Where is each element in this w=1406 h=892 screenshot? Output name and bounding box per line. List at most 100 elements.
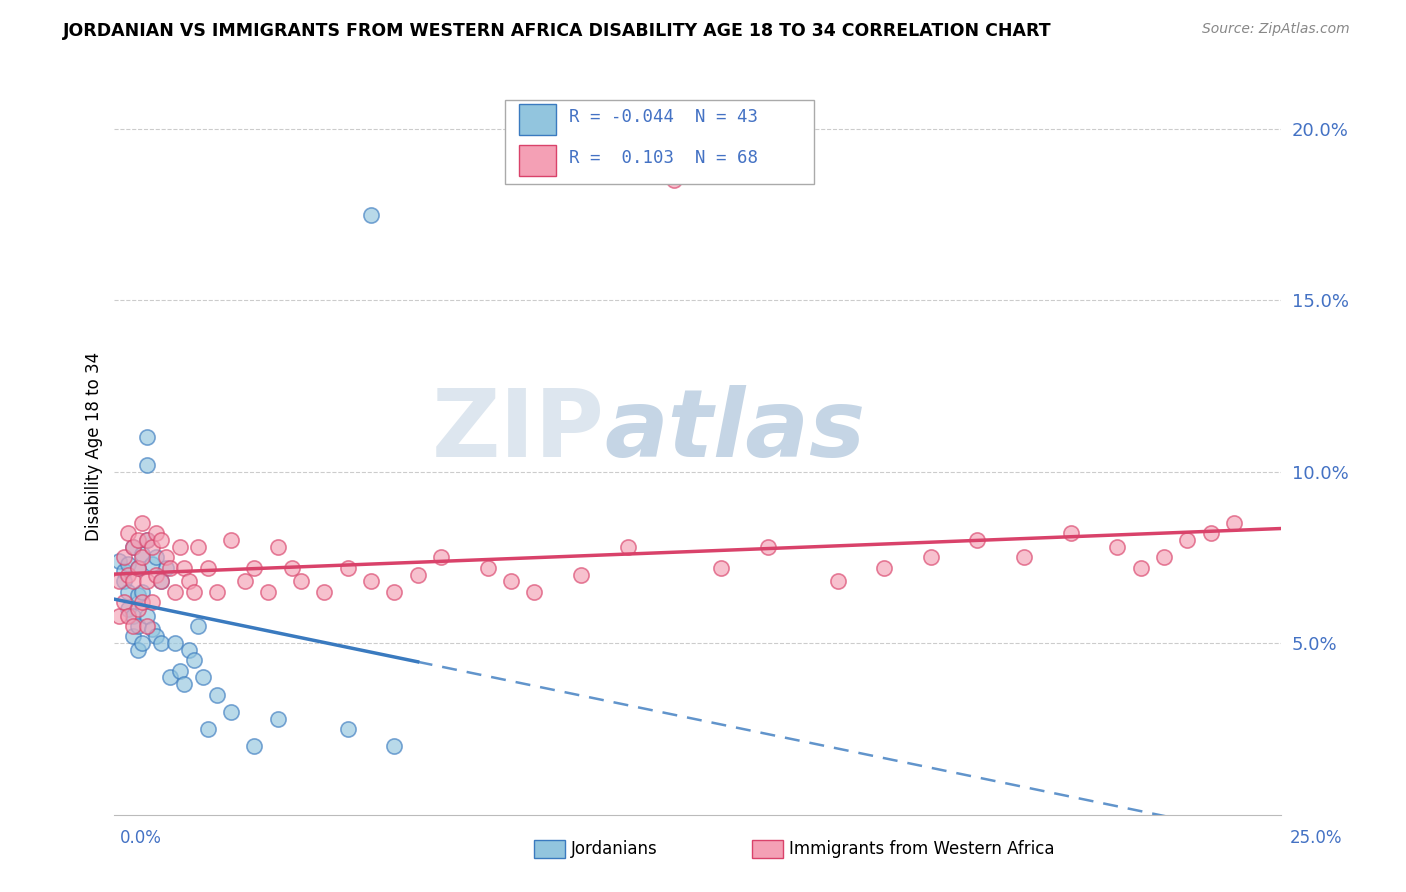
Point — [664, 173, 686, 187]
Point — [267, 540, 290, 554]
Point — [159, 670, 181, 684]
Point — [127, 602, 149, 616]
Point — [406, 567, 429, 582]
Point — [267, 712, 290, 726]
Point — [127, 619, 149, 633]
Point — [1177, 533, 1199, 548]
Text: 25.0%: 25.0% — [1291, 829, 1343, 847]
Point — [141, 540, 163, 554]
Point — [173, 677, 195, 691]
Point — [280, 560, 302, 574]
Point — [122, 629, 145, 643]
Point — [183, 653, 205, 667]
Point — [131, 595, 153, 609]
Point — [145, 550, 167, 565]
Point — [117, 608, 139, 623]
Point — [197, 722, 219, 736]
Text: R = -0.044  N = 43: R = -0.044 N = 43 — [569, 108, 758, 127]
Point — [122, 574, 145, 589]
Point — [169, 664, 191, 678]
Text: Immigrants from Western Africa: Immigrants from Western Africa — [789, 840, 1054, 858]
Point — [873, 560, 896, 574]
Point — [145, 567, 167, 582]
Point — [112, 564, 135, 578]
Point — [136, 533, 159, 548]
Text: R =  0.103  N = 68: R = 0.103 N = 68 — [569, 149, 758, 167]
Point — [382, 739, 405, 753]
Point — [131, 636, 153, 650]
Point — [257, 584, 280, 599]
Point — [197, 560, 219, 574]
Point — [155, 550, 177, 565]
Point — [136, 430, 159, 444]
Point — [150, 574, 173, 589]
Point — [499, 574, 522, 589]
Text: Jordanians: Jordanians — [571, 840, 658, 858]
Point — [141, 558, 163, 572]
Point — [756, 540, 779, 554]
Point — [112, 595, 135, 609]
Point — [122, 540, 145, 554]
Point — [127, 533, 149, 548]
Point — [108, 554, 131, 568]
Point — [191, 670, 214, 684]
Point — [145, 526, 167, 541]
Point — [150, 636, 173, 650]
Point — [382, 584, 405, 599]
Point — [360, 208, 382, 222]
Point — [569, 567, 592, 582]
Point — [477, 560, 499, 574]
Point — [205, 584, 228, 599]
Point — [169, 540, 191, 554]
Point — [150, 533, 173, 548]
Point — [141, 623, 163, 637]
Point — [122, 619, 145, 633]
Point — [243, 560, 266, 574]
Point — [205, 688, 228, 702]
Point — [1223, 516, 1246, 530]
Point — [127, 588, 149, 602]
Point — [523, 584, 546, 599]
Point — [150, 574, 173, 589]
Point — [117, 526, 139, 541]
Point — [131, 547, 153, 561]
Point — [1199, 526, 1222, 541]
Text: JORDANIAN VS IMMIGRANTS FROM WESTERN AFRICA DISABILITY AGE 18 TO 34 CORRELATION : JORDANIAN VS IMMIGRANTS FROM WESTERN AFR… — [63, 22, 1052, 40]
Bar — [519, 145, 557, 176]
Point — [122, 608, 145, 623]
Point — [336, 560, 359, 574]
Point — [177, 643, 200, 657]
Text: Source: ZipAtlas.com: Source: ZipAtlas.com — [1202, 22, 1350, 37]
Point — [219, 533, 242, 548]
Point — [127, 560, 149, 574]
Text: 0.0%: 0.0% — [120, 829, 162, 847]
Point — [131, 584, 153, 599]
Point — [131, 550, 153, 565]
Point — [127, 643, 149, 657]
Point — [117, 602, 139, 616]
Point — [1107, 540, 1129, 554]
Point — [112, 574, 135, 589]
Point — [616, 540, 638, 554]
Point — [1153, 550, 1175, 565]
Point — [187, 540, 209, 554]
Point — [108, 574, 131, 589]
Point — [827, 574, 849, 589]
Point — [145, 629, 167, 643]
Point — [155, 560, 177, 574]
Point — [710, 560, 733, 574]
Y-axis label: Disability Age 18 to 34: Disability Age 18 to 34 — [86, 351, 103, 541]
Point — [136, 619, 159, 633]
Point — [314, 584, 336, 599]
Point — [336, 722, 359, 736]
Point — [183, 584, 205, 599]
Point — [187, 619, 209, 633]
Point — [165, 584, 187, 599]
Point — [117, 584, 139, 599]
Text: ZIP: ZIP — [432, 385, 605, 477]
Point — [159, 560, 181, 574]
Point — [290, 574, 312, 589]
Text: atlas: atlas — [605, 385, 866, 477]
Point — [233, 574, 256, 589]
Point — [117, 567, 139, 582]
